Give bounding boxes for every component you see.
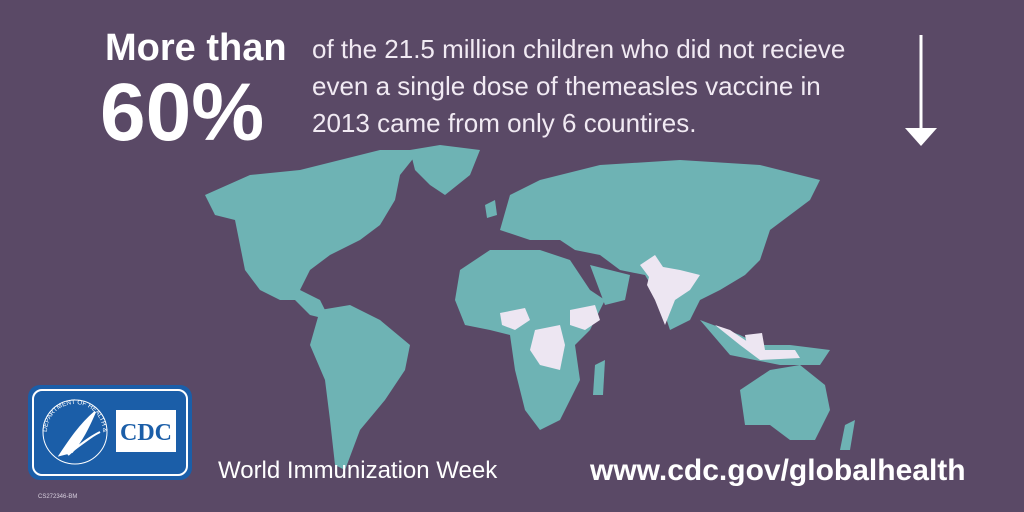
body-line: 2013 came from only 6 countires. xyxy=(312,108,696,138)
body-line: even a single dose of themeasles vaccine… xyxy=(312,71,821,101)
headline-body: of the 21.5 million children who did not… xyxy=(312,34,845,138)
highlight-country xyxy=(500,308,530,330)
highlight-country xyxy=(570,305,600,330)
highlight-country xyxy=(647,265,700,325)
headline-figure: 60% xyxy=(100,67,264,158)
highlight-country xyxy=(715,325,800,360)
headline-lead: More than xyxy=(105,27,287,69)
url: www.cdc.gov/globalhealth xyxy=(589,454,966,487)
arrow xyxy=(905,35,937,146)
logo-text: CDC xyxy=(120,420,172,446)
campaign: World Immunization Week xyxy=(218,457,498,484)
world-map xyxy=(205,145,855,470)
highlight-country xyxy=(530,325,565,370)
code: CS272346-BM xyxy=(38,494,77,500)
highlight-country xyxy=(745,333,765,350)
body-line: of the 21.5 million children who did not… xyxy=(312,34,845,64)
